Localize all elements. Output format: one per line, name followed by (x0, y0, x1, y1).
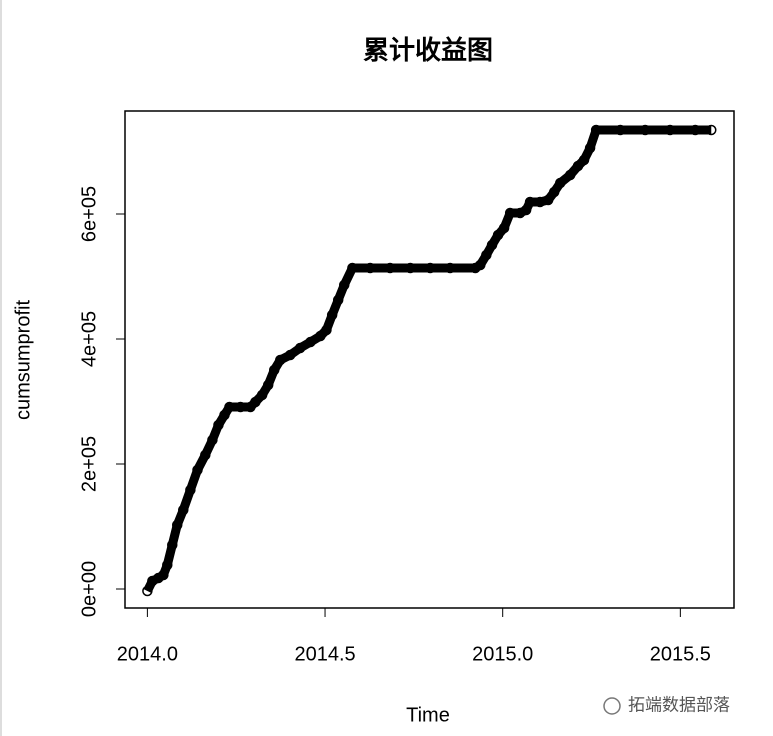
point (584, 142, 596, 154)
watermark-icon (603, 697, 621, 715)
point (284, 349, 296, 361)
point (294, 342, 306, 354)
y-tick-label: 0e+00 (78, 561, 100, 617)
point (185, 484, 196, 496)
point (171, 519, 183, 531)
point (364, 262, 376, 274)
x-tick-label: 2014.5 (294, 643, 355, 665)
point (405, 262, 416, 274)
point (262, 379, 274, 391)
point (347, 262, 358, 274)
point (564, 169, 576, 181)
point (481, 249, 492, 261)
point (615, 124, 626, 136)
point (492, 229, 504, 241)
x-tick-label: 2015.5 (650, 643, 711, 665)
point (486, 239, 498, 251)
point (192, 464, 203, 476)
point (542, 194, 554, 206)
point (664, 124, 676, 136)
point (167, 539, 178, 551)
point (256, 389, 268, 401)
x-tick-label: 2015.0 (472, 643, 533, 665)
point (690, 124, 701, 136)
point (326, 309, 338, 321)
watermark: 拓端数据部落 (603, 695, 730, 715)
point (524, 196, 536, 208)
y-tick-label: 4e+05 (78, 311, 100, 367)
point (315, 330, 326, 342)
point (548, 186, 560, 198)
point (572, 160, 584, 172)
point (384, 262, 396, 274)
point (250, 396, 261, 408)
point (590, 124, 602, 136)
point (162, 559, 173, 571)
point (224, 401, 235, 413)
point (475, 259, 486, 271)
trace-line (143, 125, 712, 594)
point (444, 262, 456, 274)
point (514, 207, 526, 219)
point (235, 401, 246, 413)
point (207, 434, 218, 446)
point (213, 419, 224, 431)
x-axis-label: Time (406, 704, 450, 726)
point (178, 504, 189, 516)
y-tick-label: 2e+05 (78, 436, 100, 492)
point (200, 449, 211, 461)
point (338, 279, 350, 291)
point (498, 222, 510, 234)
point (578, 154, 590, 166)
point (268, 364, 280, 376)
point (424, 262, 436, 274)
point (219, 409, 230, 421)
point (147, 575, 158, 587)
watermark-text: 拓端数据部落 (628, 695, 730, 714)
x-tick-label: 2014.0 (117, 643, 178, 665)
point (706, 124, 717, 136)
chart-title: 累计收益图 (363, 36, 493, 66)
point (305, 336, 316, 348)
point (639, 124, 651, 136)
y-axis-label: cumsumprofit (12, 300, 34, 420)
point (332, 294, 344, 306)
point (321, 324, 332, 336)
point (555, 177, 566, 189)
point (142, 585, 153, 597)
y-tick-label: 6e+05 (78, 186, 100, 242)
point (275, 354, 286, 366)
point (158, 569, 169, 581)
point (504, 207, 516, 219)
